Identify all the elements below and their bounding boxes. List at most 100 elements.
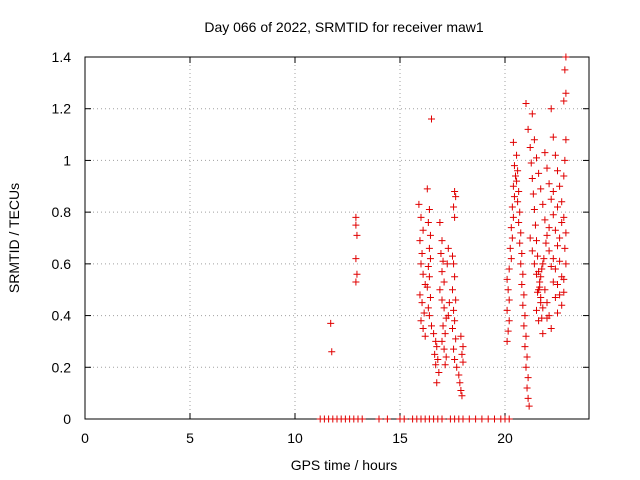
data-point (453, 363, 461, 371)
data-point (507, 224, 515, 232)
x-tick-label: 15 (392, 430, 408, 446)
data-point (450, 306, 458, 314)
data-point (478, 415, 486, 423)
data-point (491, 415, 498, 423)
data-point (519, 301, 527, 309)
data-point (426, 255, 434, 263)
data-point (524, 374, 532, 382)
data-point (524, 125, 532, 133)
data-point (434, 356, 442, 364)
data-point (560, 275, 568, 283)
data-point (441, 330, 449, 338)
data-point (375, 415, 383, 423)
data-point (437, 250, 445, 258)
data-point (539, 200, 547, 208)
data-point (543, 299, 551, 307)
data-point (549, 133, 557, 141)
data-point (438, 337, 446, 345)
data-point (537, 185, 545, 193)
data-point (415, 200, 423, 208)
data-point (433, 379, 441, 387)
data-point (444, 312, 452, 320)
data-point (545, 224, 553, 232)
data-point (534, 288, 542, 296)
data-point (435, 368, 443, 376)
data-point (428, 115, 435, 123)
data-point (558, 198, 566, 206)
data-point (352, 221, 360, 229)
data-point (424, 218, 432, 226)
data-point (536, 278, 544, 286)
data-point (518, 250, 526, 258)
data-point (539, 304, 547, 312)
data-point (547, 105, 555, 113)
data-point (547, 195, 555, 203)
data-point (510, 162, 518, 170)
data-points (316, 53, 570, 423)
data-point (450, 345, 458, 353)
data-point (484, 415, 492, 423)
data-point (530, 260, 538, 268)
data-point (352, 278, 360, 286)
data-point (504, 327, 512, 335)
data-point (551, 151, 559, 159)
data-point (528, 247, 536, 255)
data-point (449, 325, 456, 332)
data-point (419, 270, 427, 278)
x-tick-labels: 0 5 10 15 20 (81, 430, 513, 446)
data-point (525, 402, 533, 410)
data-point (533, 154, 540, 162)
data-point (517, 229, 525, 237)
data-point (452, 296, 460, 304)
data-point (353, 270, 361, 278)
data-point (505, 415, 513, 423)
data-point (539, 330, 547, 338)
data-point (505, 296, 513, 304)
data-point (445, 299, 453, 307)
data-point (452, 193, 460, 201)
data-point (543, 164, 551, 172)
data-point (562, 229, 570, 237)
data-point (436, 286, 444, 294)
data-point (457, 332, 465, 340)
data-point (459, 343, 467, 351)
x-tick-label: 5 (186, 430, 194, 446)
data-point (457, 387, 465, 395)
data-point (352, 255, 360, 263)
data-point (519, 270, 527, 278)
data-point (455, 371, 463, 379)
data-point (543, 231, 551, 239)
data-point (438, 415, 446, 423)
data-point (417, 213, 425, 221)
data-point (542, 239, 550, 247)
data-point (523, 353, 531, 361)
data-point (518, 281, 526, 289)
data-point (451, 187, 459, 195)
data-point (516, 208, 524, 216)
data-point (416, 291, 424, 299)
data-point (537, 273, 545, 281)
data-point (509, 138, 517, 146)
data-point (439, 257, 447, 265)
data-point (514, 167, 522, 175)
data-point (554, 309, 561, 317)
data-point (523, 384, 531, 392)
grid-lines (85, 57, 589, 419)
data-point (537, 293, 545, 301)
data-point (426, 293, 434, 301)
data-point (431, 350, 439, 358)
data-point (549, 211, 557, 219)
data-point (507, 255, 515, 263)
data-point (522, 100, 530, 108)
data-point (534, 252, 542, 260)
data-point (353, 231, 361, 239)
data-point (419, 226, 427, 234)
data-point (562, 89, 570, 97)
data-point (516, 239, 524, 247)
data-point (562, 136, 570, 144)
data-point (425, 312, 433, 320)
data-point (456, 379, 464, 387)
data-point (424, 262, 432, 270)
data-point (420, 309, 428, 317)
data-point (561, 66, 569, 74)
